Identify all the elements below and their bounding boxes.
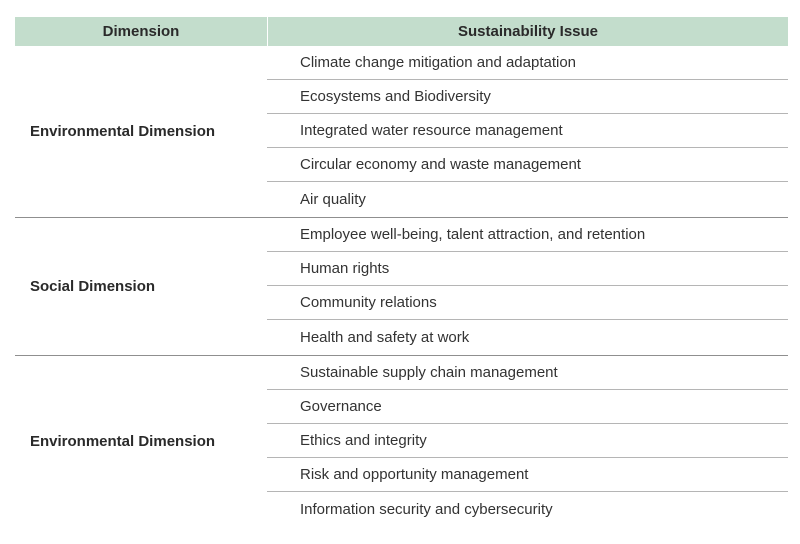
issue-row: Air quality	[300, 191, 366, 208]
issue-row: Climate change mitigation and adaptation	[267, 46, 788, 80]
table-group-environmental: Environmental Dimension Climate change m…	[15, 46, 788, 218]
issue-row: Integrated water resource management	[267, 114, 788, 148]
issue-row: Sustainable supply chain management	[267, 356, 788, 390]
issue-row: Risk and opportunity management	[267, 458, 788, 492]
issue-row: Circular economy and waste management	[267, 148, 788, 182]
issue-row: Community relations	[267, 286, 788, 320]
table-group-governance: Environmental Dimension Sustainable supp…	[15, 356, 788, 527]
issue-row: Governance	[267, 390, 788, 424]
issue-row: Ecosystems and Biodiversity	[267, 80, 788, 114]
dimension-cell: Environmental Dimension	[30, 433, 216, 450]
issues-list: Climate change mitigation and adaptation…	[267, 46, 788, 217]
table-group-social: Social Dimension Employee well-being, ta…	[15, 218, 788, 356]
issue-row: Information security and cybersecurity	[300, 501, 553, 518]
issue-row: Employee well-being, talent attraction, …	[267, 218, 788, 252]
table-header: Dimension Sustainability Issue	[15, 17, 788, 46]
dimension-cell: Environmental Dimension	[30, 123, 216, 140]
header-dimension: Dimension	[15, 17, 268, 46]
issues-list: Employee well-being, talent attraction, …	[267, 218, 788, 355]
issue-row: Health and safety at work	[300, 329, 470, 346]
issue-row: Ethics and integrity	[267, 424, 788, 458]
issues-list: Sustainable supply chain management Gove…	[267, 356, 788, 527]
issue-row: Human rights	[267, 252, 788, 286]
sustainability-table: Dimension Sustainability Issue Environme…	[15, 17, 788, 527]
header-sustainability-issue: Sustainability Issue	[457, 23, 599, 40]
dimension-cell: Social Dimension	[30, 278, 156, 295]
